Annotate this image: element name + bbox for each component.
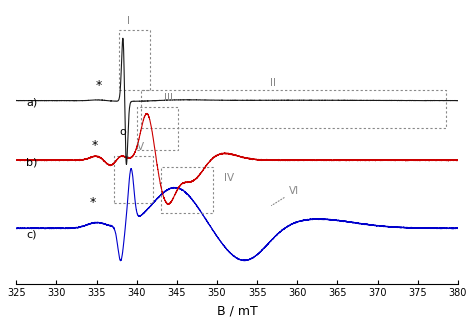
Text: II: II: [270, 78, 276, 88]
Text: III: III: [164, 93, 173, 103]
Text: o: o: [119, 127, 127, 137]
Text: a): a): [26, 98, 37, 108]
Text: VI: VI: [272, 186, 300, 205]
Text: V: V: [137, 142, 144, 152]
Text: *: *: [96, 79, 102, 92]
Text: *: *: [90, 196, 96, 209]
Text: I: I: [127, 16, 130, 26]
Text: *: *: [92, 139, 98, 152]
Text: c): c): [26, 230, 36, 240]
Text: b): b): [26, 157, 37, 167]
X-axis label: B / mT: B / mT: [217, 304, 257, 317]
Text: IV: IV: [224, 173, 234, 183]
